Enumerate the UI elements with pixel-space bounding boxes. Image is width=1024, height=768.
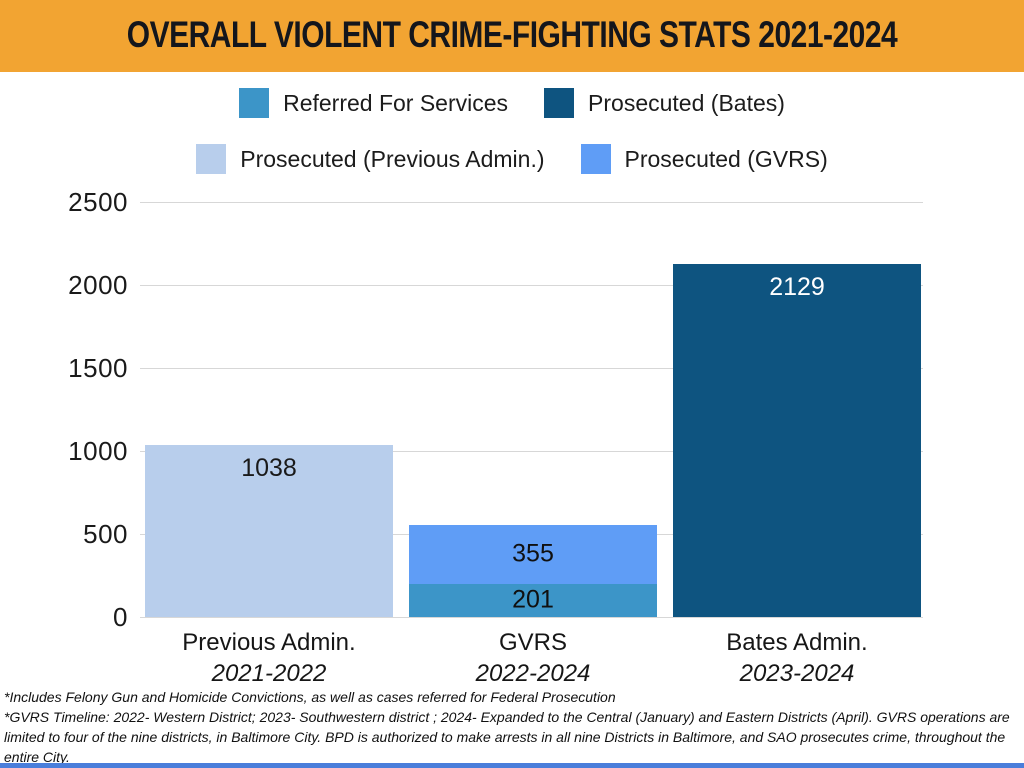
footnote-2: *GVRS Timeline: 2022- Western District; …: [4, 709, 1010, 765]
bar-segment-prosecuted-bates: 2129: [673, 263, 921, 617]
x-axis-category-label: Bates Admin.: [726, 629, 868, 656]
legend-label: Referred For Services: [283, 89, 509, 116]
legend-swatch-icon: [544, 88, 575, 118]
footnotes: *Includes Felony Gun and Homicide Convic…: [4, 687, 1016, 767]
x-axis-year-label: 2022-2024: [475, 660, 591, 687]
legend-item-prosecuted-previous-admin: Prosecuted (Previous Admin.): [196, 144, 545, 174]
gridline: [140, 285, 923, 286]
legend-swatch-icon: [239, 88, 270, 118]
x-axis-year-label: 2023-2024: [739, 660, 855, 687]
x-axis-label-bates-admin: Bates Admin. 2023-2024: [637, 629, 957, 688]
x-axis-category-label: Previous Admin.: [182, 629, 356, 656]
bar-value-label: 355: [512, 539, 554, 568]
legend-label: Prosecuted (Bates): [588, 89, 785, 116]
legend-row: Referred For Services Prosecuted (Bates): [239, 88, 785, 118]
bar-value-label: 201: [512, 585, 554, 614]
gridline: [140, 202, 923, 203]
bar-segment-prosecuted-gvrs: 355: [409, 524, 657, 584]
chart-legend: Referred For Services Prosecuted (Bates) P…: [0, 88, 1024, 174]
x-axis-label-previous-admin: Previous Admin. 2021-2022: [109, 629, 429, 688]
bar-segment-referred-for-services: 201: [409, 583, 657, 617]
y-axis-tick-label: 2000: [68, 270, 128, 300]
legend-swatch-icon: [196, 144, 227, 174]
y-axis-tick-label: 0: [113, 602, 128, 632]
legend-row: Prosecuted (Previous Admin.) Prosecuted (…: [196, 144, 828, 174]
x-axis-category-label: GVRS: [498, 629, 567, 656]
x-axis-label-gvrs: GVRS 2022-2024: [373, 629, 693, 688]
footnote-1: *Includes Felony Gun and Homicide Convic…: [4, 689, 616, 705]
y-axis-tick-label: 500: [83, 519, 128, 549]
legend-item-referred-for-services: Referred For Services: [239, 88, 508, 118]
legend-item-prosecuted-bates: Prosecuted (Bates): [544, 88, 785, 118]
page-title: OVERALL VIOLENT CRIME-FIGHTING STATS 202…: [126, 15, 898, 56]
legend-swatch-icon: [580, 144, 611, 174]
footer-accent-bar: [0, 763, 1024, 768]
x-axis-year-label: 2021-2022: [211, 660, 327, 687]
legend-label: Prosecuted (Previous Admin.): [240, 145, 545, 172]
y-axis-tick-label: 1000: [68, 436, 128, 466]
gridline: [140, 368, 923, 369]
bar-value-label: 2129: [769, 272, 825, 301]
gridline: [140, 451, 923, 452]
gridline: [140, 617, 923, 618]
bar-value-label: 1038: [241, 453, 297, 482]
legend-label: Prosecuted (GVRS): [624, 145, 828, 172]
legend-item-prosecuted-gvrs: Prosecuted (GVRS): [580, 144, 828, 174]
y-axis-tick-label: 1500: [68, 353, 128, 383]
bar-segment-prosecuted-previous-admin: 1038: [145, 444, 393, 617]
title-banner: OVERALL VIOLENT CRIME-FIGHTING STATS 202…: [0, 0, 1024, 72]
y-axis-tick-label: 2500: [68, 187, 128, 217]
